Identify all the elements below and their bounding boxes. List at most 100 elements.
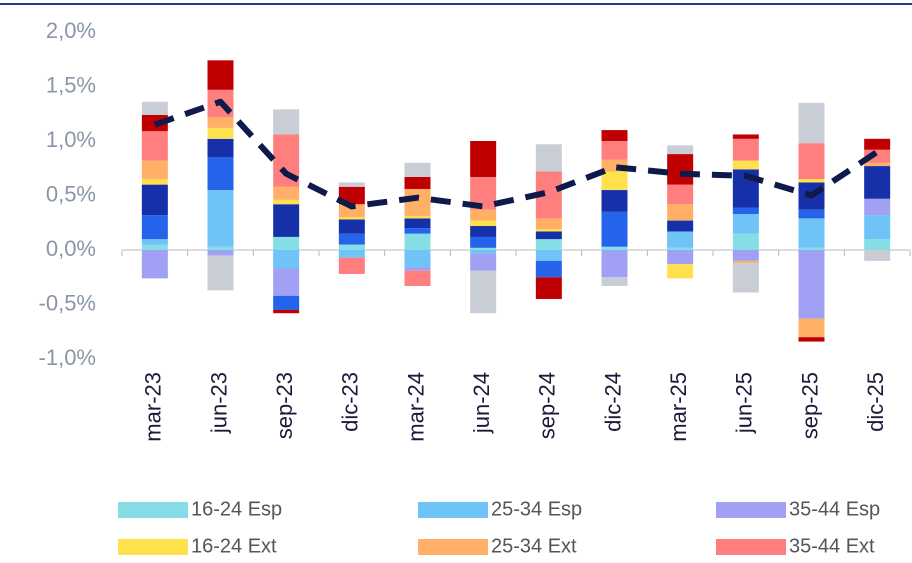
bar-segment (273, 204, 300, 237)
bar-segment (798, 250, 825, 319)
bar-segment (273, 186, 300, 200)
bar-segment (404, 216, 431, 219)
bar-segment (732, 233, 759, 250)
bar-segment (470, 141, 497, 177)
y-tick-label: -0,5% (39, 290, 96, 315)
y-tick-label: 1,5% (46, 72, 96, 97)
legend-label: 35-44 Esp (789, 498, 880, 520)
bar-segment (667, 145, 694, 155)
bar-segment (864, 166, 891, 199)
bar-segment (207, 157, 234, 191)
bar-segment (141, 250, 168, 279)
bar-segment (470, 209, 497, 221)
bar-segment (470, 250, 497, 254)
bar-segment (798, 209, 825, 219)
x-tick-label: jun-23 (206, 372, 231, 434)
bar-segment (141, 131, 168, 161)
legend-label: 25-34 Esp (491, 498, 582, 520)
legend-label: 16-24 Ext (191, 535, 277, 557)
bar-segment (141, 101, 168, 115)
bar-segment (535, 231, 562, 240)
bar-segment (273, 250, 300, 269)
x-tick-label: dic-24 (600, 372, 625, 432)
bar-segment (667, 204, 694, 221)
bar-segment (732, 250, 759, 261)
bar-segment (601, 130, 628, 141)
bar-segment (338, 217, 365, 220)
bar-segment (273, 109, 300, 135)
total-line (153, 98, 879, 210)
bar-segment (864, 138, 891, 150)
x-tick-label: sep-24 (535, 372, 560, 439)
bar-segment (864, 198, 891, 216)
legend-label: 25-34 Ext (491, 535, 577, 557)
x-tick-label: mar-23 (141, 372, 166, 442)
bar-segment (470, 220, 497, 227)
bar-segment (338, 204, 365, 218)
legend-swatch (118, 539, 188, 555)
bar-segment (798, 318, 825, 338)
bar-segment (404, 162, 431, 177)
y-tick-label: 2,0% (46, 18, 96, 43)
bar-segment (864, 239, 891, 250)
bar-segment (864, 162, 891, 167)
bar-segment (404, 233, 431, 250)
bar-segment (535, 260, 562, 278)
bar-segment (207, 117, 234, 128)
bar-segment (864, 215, 891, 240)
bar-segment (601, 211, 628, 247)
legend-label: 16-24 Esp (191, 498, 282, 520)
bar-segment (732, 214, 759, 234)
bar-segment (470, 270, 497, 314)
x-tick-label: dic-25 (863, 372, 888, 432)
bar-segment (601, 159, 628, 172)
bar-segment (141, 179, 168, 185)
bar-segment (601, 141, 628, 160)
bar-segment (535, 218, 562, 230)
bar-segment (798, 218, 825, 248)
bar-segment (667, 184, 694, 205)
bar-segment (273, 309, 300, 314)
bar-segment (141, 160, 168, 180)
bar-segment (404, 228, 431, 234)
bar-segment (207, 190, 234, 247)
bar-segment (141, 244, 168, 250)
bar-segment (535, 144, 562, 172)
bar-segment (207, 60, 234, 90)
bar-segment (667, 264, 694, 279)
x-tick-label: dic-23 (338, 372, 363, 432)
legend-swatch (716, 539, 786, 555)
bar-segment (273, 268, 300, 296)
bar-segment (404, 250, 431, 268)
bar-segment (338, 219, 365, 234)
bar-segment (470, 247, 497, 250)
bar-segment (667, 154, 694, 185)
bar-segment (273, 295, 300, 310)
bar-segment (798, 102, 825, 144)
bar-segment (404, 267, 431, 271)
bar-segment (338, 257, 365, 274)
bar-segment (667, 220, 694, 232)
bar-segment (207, 255, 234, 291)
bar-segment (141, 184, 168, 216)
bar-segment (535, 229, 562, 232)
legend-label: 35-44 Ext (789, 535, 875, 557)
bar-segment (404, 176, 431, 189)
bar-segment (601, 190, 628, 212)
bar-segment (535, 239, 562, 250)
y-tick-label: -1,0% (39, 345, 96, 370)
legend-swatch (418, 502, 488, 518)
bar-segment (732, 207, 759, 215)
bar-segment (338, 244, 365, 250)
bar-segment (207, 127, 234, 139)
bar-segment (404, 218, 431, 229)
bar-segment (601, 246, 628, 250)
bar-segment (535, 250, 562, 261)
bar-segment (404, 188, 431, 217)
bar-segment (207, 138, 234, 158)
bar-segment (470, 253, 497, 271)
bar-segment (667, 250, 694, 265)
bar-segment (732, 263, 759, 293)
